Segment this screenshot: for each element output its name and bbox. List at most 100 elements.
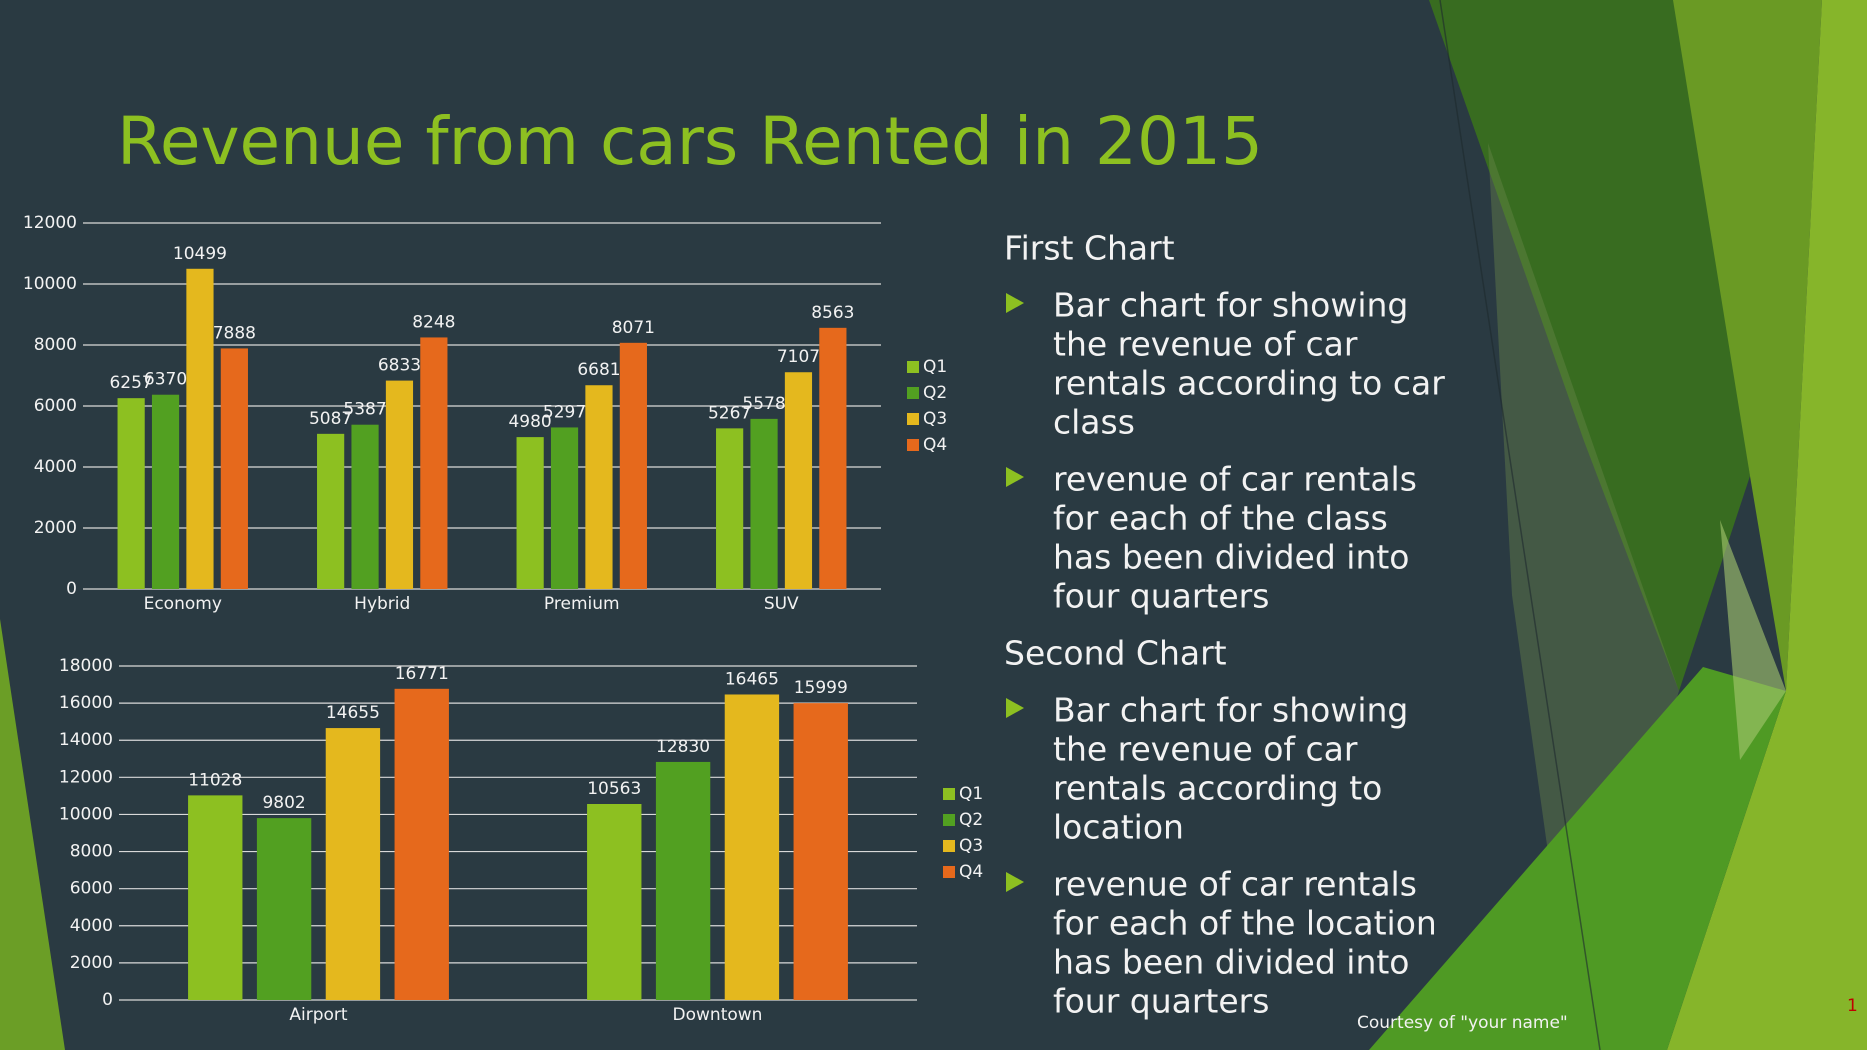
bullet-text: four quarters xyxy=(1053,577,1269,616)
bar xyxy=(220,348,248,589)
bar xyxy=(793,703,848,1000)
data-label: 6370 xyxy=(144,370,187,390)
bar xyxy=(351,424,379,589)
section-heading: Second Chart xyxy=(1004,634,1227,673)
bar xyxy=(385,380,414,589)
shape xyxy=(1369,667,1786,1050)
bullet-marker xyxy=(1006,872,1024,892)
bullet-text: the revenue of car xyxy=(1053,325,1358,364)
data-label: 9802 xyxy=(262,793,305,813)
y-tick-label: 14000 xyxy=(59,730,113,750)
bar xyxy=(151,394,180,589)
bullet-text: rentals according to car xyxy=(1053,364,1445,403)
y-tick-label: 0 xyxy=(102,990,113,1010)
x-tick-label: SUV xyxy=(764,594,799,614)
data-label: 5387 xyxy=(343,400,386,420)
x-tick-label: Economy xyxy=(144,594,222,614)
x-tick-label: Airport xyxy=(289,1005,348,1025)
y-tick-label: 8000 xyxy=(34,335,77,355)
data-label: 7888 xyxy=(213,323,256,343)
data-label: 16465 xyxy=(725,669,779,689)
bullet-marker xyxy=(1006,467,1024,487)
data-label: 16771 xyxy=(395,664,449,684)
data-label: 5087 xyxy=(309,409,352,429)
data-label: 7107 xyxy=(777,347,820,367)
bullet-text: has been divided into xyxy=(1053,943,1410,982)
bar xyxy=(619,342,647,589)
shape xyxy=(1429,0,1750,691)
bullet-text: location xyxy=(1053,808,1184,847)
section-heading: First Chart xyxy=(1004,229,1175,268)
data-label: 10499 xyxy=(173,244,227,264)
legend-label: Q2 xyxy=(959,810,983,830)
legend-swatch xyxy=(943,866,955,878)
bullet-text: Bar chart for showing xyxy=(1053,691,1408,730)
legend-label: Q4 xyxy=(923,435,947,455)
y-tick-label: 8000 xyxy=(70,842,113,862)
bar xyxy=(256,818,312,1000)
data-label: 5578 xyxy=(742,394,785,414)
legend-swatch xyxy=(907,387,919,399)
data-label: 12830 xyxy=(656,737,710,757)
bullet-text: for each of the class xyxy=(1053,499,1388,538)
data-label: 6257 xyxy=(109,373,152,393)
bullet-text: the revenue of car xyxy=(1053,730,1358,769)
shape xyxy=(0,619,65,1050)
data-label: 5297 xyxy=(543,402,586,422)
slide-title: Revenue from cars Rented in 2015 xyxy=(117,103,1263,180)
bar xyxy=(724,694,780,1000)
shape xyxy=(1667,0,1867,1050)
y-tick-label: 12000 xyxy=(23,213,77,233)
data-label: 6833 xyxy=(378,356,421,376)
legend-swatch xyxy=(943,840,955,852)
bar xyxy=(117,398,145,589)
y-tick-label: 6000 xyxy=(70,879,113,899)
data-label: 8071 xyxy=(612,318,655,338)
legend-label: Q1 xyxy=(959,784,983,804)
data-label: 11028 xyxy=(188,770,242,790)
y-tick-label: 12000 xyxy=(59,767,113,787)
legend-swatch xyxy=(907,413,919,425)
bar xyxy=(516,437,544,589)
bullet-text: revenue of car rentals xyxy=(1053,460,1417,499)
bullet-text: has been divided into xyxy=(1053,538,1410,577)
bullet-text: four quarters xyxy=(1053,982,1269,1021)
shape xyxy=(1673,0,1822,691)
bullet-text: revenue of car rentals xyxy=(1053,865,1417,904)
y-tick-label: 4000 xyxy=(34,457,77,477)
y-tick-label: 10000 xyxy=(59,804,113,824)
bar xyxy=(317,433,345,589)
bar xyxy=(420,337,448,589)
y-tick-label: 2000 xyxy=(70,953,113,973)
y-tick-label: 4000 xyxy=(70,916,113,936)
y-tick-label: 2000 xyxy=(34,518,77,538)
data-label: 14655 xyxy=(326,703,380,723)
y-tick-label: 18000 xyxy=(59,656,113,676)
bar xyxy=(325,728,381,1000)
shape xyxy=(1439,0,1601,1050)
data-label: 10563 xyxy=(587,779,641,799)
data-label: 4980 xyxy=(508,412,551,432)
bullet-marker xyxy=(1006,293,1024,313)
bullet-text: Bar chart for showing xyxy=(1053,286,1408,325)
legend-label: Q1 xyxy=(923,357,947,377)
footer: Courtesy of "your name" xyxy=(1357,1013,1568,1033)
legend-swatch xyxy=(907,439,919,451)
x-tick-label: Downtown xyxy=(673,1005,763,1025)
legend-label: Q3 xyxy=(923,409,947,429)
legend-swatch xyxy=(907,361,919,373)
bar xyxy=(716,428,744,589)
y-tick-label: 16000 xyxy=(59,693,113,713)
data-label: 15999 xyxy=(794,678,848,698)
bullet-text: rentals according to xyxy=(1053,769,1382,808)
bar xyxy=(188,795,243,1000)
bullet-text: class xyxy=(1053,403,1135,442)
bar xyxy=(585,385,613,589)
bar xyxy=(587,803,642,1000)
data-label: 8248 xyxy=(412,312,455,332)
y-tick-label: 6000 xyxy=(34,396,77,416)
y-tick-label: 10000 xyxy=(23,274,77,294)
legend-label: Q4 xyxy=(959,862,983,882)
